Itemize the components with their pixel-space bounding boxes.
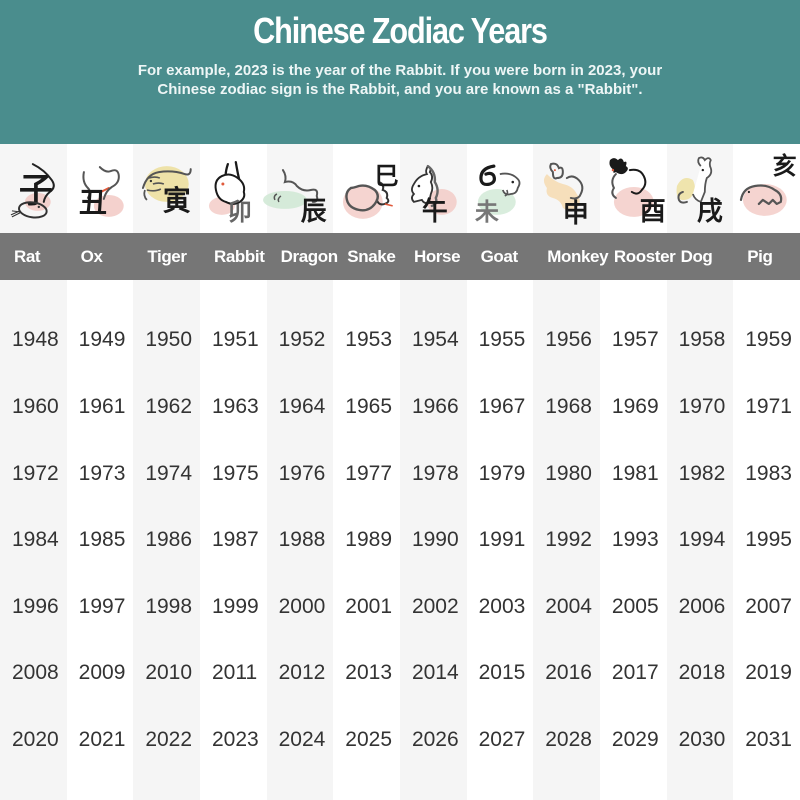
svg-text:申: 申 [563, 199, 589, 228]
svg-text:丑: 丑 [79, 187, 107, 218]
svg-text:亥: 亥 [773, 152, 797, 180]
svg-text:卯: 卯 [228, 199, 252, 226]
svg-text:巳: 巳 [375, 163, 399, 190]
svg-text:寅: 寅 [163, 184, 191, 216]
svg-text:辰: 辰 [300, 198, 326, 226]
svg-text:未: 未 [475, 199, 499, 226]
svg-text:酉: 酉 [640, 198, 666, 226]
svg-text:午: 午 [422, 196, 448, 226]
svg-text:戌: 戌 [696, 197, 722, 226]
